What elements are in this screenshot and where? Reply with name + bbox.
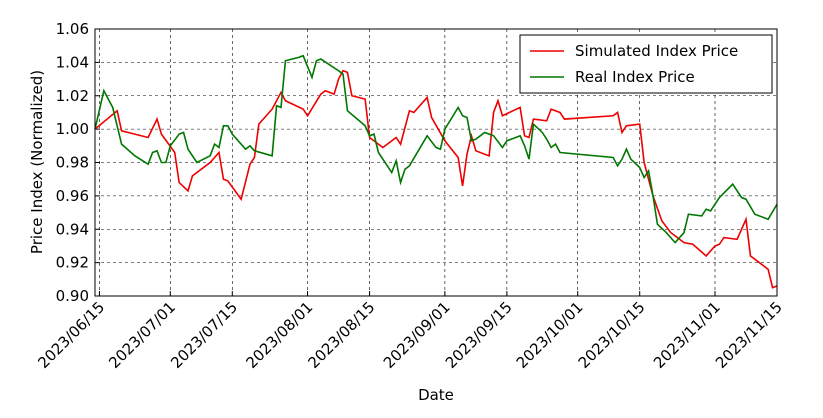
y-tick-label: 0.92 <box>56 254 89 272</box>
y-tick-label: 0.96 <box>56 187 89 205</box>
legend-label: Real Index Price <box>575 68 695 86</box>
series-line <box>94 54 778 244</box>
x-tick-label: 2023/07/15 <box>167 298 241 372</box>
x-tick-label: 2023/06/15 <box>34 298 108 372</box>
y-tick-label: 1.02 <box>56 87 89 105</box>
x-axis-label: Date <box>418 386 454 404</box>
x-tick-label: 2023/10/15 <box>575 298 649 372</box>
x-tick-label: 2023/08/15 <box>305 298 379 372</box>
y-tick-label: 0.98 <box>56 154 89 172</box>
y-tick-label: 0.90 <box>56 287 89 305</box>
series-line <box>94 69 778 289</box>
y-tick-label: 1.06 <box>56 20 89 38</box>
x-tick-label: 2023/11/15 <box>712 298 786 372</box>
y-tick-label: 1.00 <box>56 120 89 138</box>
y-axis-label: Price Index (Normalized) <box>28 70 46 254</box>
y-tick-label: 0.94 <box>56 220 89 238</box>
legend-label: Simulated Index Price <box>575 42 738 60</box>
x-tick-label: 2023/09/15 <box>442 298 516 372</box>
legend-box <box>519 34 773 94</box>
y-tick-label: 1.04 <box>56 53 89 71</box>
plot-frame <box>94 28 778 297</box>
